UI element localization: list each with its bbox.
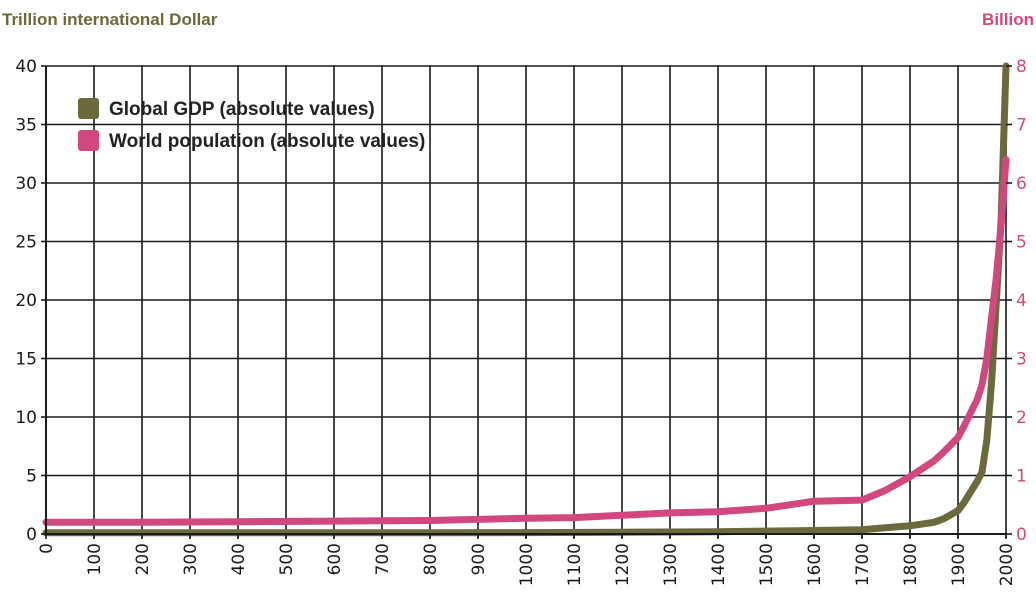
x-tick-label: 1900 xyxy=(949,543,969,586)
x-tick-label: 800 xyxy=(421,543,441,575)
x-tick-label: 2000 xyxy=(997,543,1017,586)
y-right-tick-label: 0 xyxy=(1016,525,1027,545)
x-tick-label: 500 xyxy=(277,543,297,575)
x-tick-label: 1800 xyxy=(901,543,921,586)
y-left-tick-label: 20 xyxy=(15,291,37,311)
x-tick-label: 200 xyxy=(133,543,153,575)
x-tick-label: 300 xyxy=(181,543,201,575)
y-right-tick-label: 5 xyxy=(1016,233,1027,253)
legend-label: World population (absolute values) xyxy=(109,131,425,152)
x-tick-label: 100 xyxy=(85,543,105,575)
series-group xyxy=(42,62,1010,537)
x-tick-label: 1000 xyxy=(517,543,537,586)
series-line-global-gdp xyxy=(42,62,1010,537)
y-right-tick-label: 4 xyxy=(1016,291,1027,311)
y-right-tick-label: 1 xyxy=(1016,467,1027,487)
legend: Global GDP (absolute values) World popula… xyxy=(78,98,425,152)
x-tick-label: 0 xyxy=(37,543,57,554)
grid xyxy=(46,65,1007,538)
x-tick-label: 1500 xyxy=(757,543,777,586)
x-tick-label: 1600 xyxy=(805,543,825,586)
y-left-tick-label: 30 xyxy=(15,174,37,194)
x-tick-label: 1700 xyxy=(853,543,873,586)
x-tick-label: 700 xyxy=(373,543,393,575)
y-left-tick-label: 35 xyxy=(15,116,37,136)
x-tick-label: 900 xyxy=(469,543,489,575)
y-right-tick-label: 3 xyxy=(1016,350,1027,370)
x-tick-label: 600 xyxy=(325,543,345,575)
y-left-tick-label: 40 xyxy=(15,57,37,77)
y-left-tick-label: 25 xyxy=(15,233,37,253)
y-right-tick-label: 7 xyxy=(1016,116,1027,136)
y-right-axis-title: Billion xyxy=(982,10,1034,29)
y-right-tick-label: 2 xyxy=(1016,408,1027,428)
x-tick-label: 1200 xyxy=(613,543,633,586)
series-line-world-population xyxy=(42,156,1010,526)
legend-label: Global GDP (absolute values) xyxy=(109,99,375,120)
legend-swatch xyxy=(78,130,99,151)
x-tick-label: 1400 xyxy=(709,543,729,586)
x-tick-label: 400 xyxy=(229,543,249,575)
y-left-tick-label: 0 xyxy=(26,525,37,545)
y-left-tick-label: 10 xyxy=(15,408,37,428)
y-left-tick-label: 15 xyxy=(15,350,37,370)
x-tick-label: 1100 xyxy=(565,543,585,586)
y-right-tick-label: 6 xyxy=(1016,174,1027,194)
y-left-axis-title: Trillion international Dollar xyxy=(2,10,218,29)
y-left-tick-label: 5 xyxy=(26,467,37,487)
y-right-tick-label: 8 xyxy=(1016,57,1027,77)
legend-swatch xyxy=(78,98,99,119)
x-tick-label: 1300 xyxy=(661,543,681,586)
